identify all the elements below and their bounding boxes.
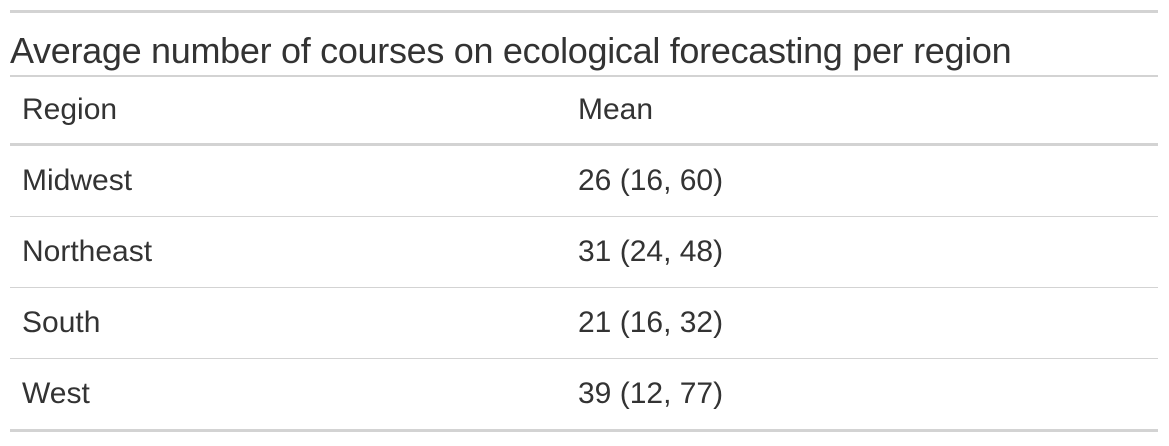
top-rule [10, 10, 1158, 13]
table-row: Midwest 26 (16, 60) [10, 144, 1158, 217]
table-row: West 39 (12, 77) [10, 358, 1158, 432]
region-cell: West [10, 358, 566, 432]
data-table: Region Mean Midwest 26 (16, 60) Northeas… [10, 75, 1158, 432]
mean-cell: 26 (16, 60) [566, 144, 1158, 217]
mean-cell: 21 (16, 32) [566, 287, 1158, 359]
mean-cell: 39 (12, 77) [566, 358, 1158, 432]
mean-cell: 31 (24, 48) [566, 216, 1158, 288]
region-cell: Northeast [10, 216, 566, 288]
column-header-region: Region [10, 75, 566, 146]
region-cell: South [10, 287, 566, 359]
header-row: Region Mean [10, 75, 1158, 146]
region-cell: Midwest [10, 144, 566, 217]
table-title: Average number of courses on ecological … [10, 30, 1012, 71]
table-row: Northeast 31 (24, 48) [10, 216, 1158, 288]
summary-table: Average number of courses on ecological … [10, 10, 1158, 432]
column-header-mean: Mean [566, 75, 1158, 146]
table-row: South 21 (16, 32) [10, 287, 1158, 359]
